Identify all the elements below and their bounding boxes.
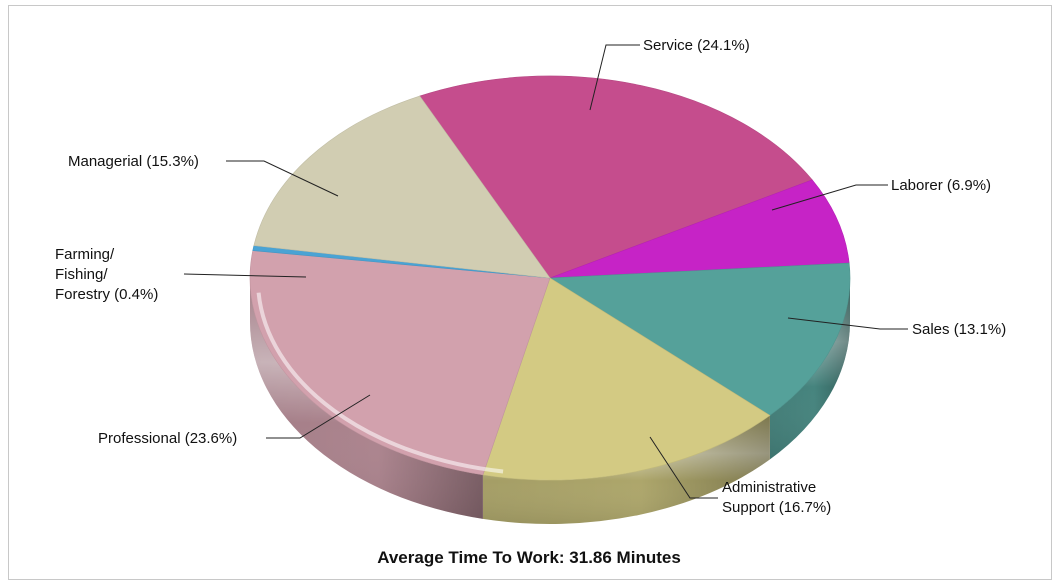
pie-side-layer bbox=[250, 278, 851, 524]
slice-label-line: Farming/ bbox=[55, 246, 115, 263]
slice-label-service: Service (24.1%) bbox=[643, 37, 750, 54]
slice-service[interactable] bbox=[419, 75, 813, 279]
slice-label-line: Fishing/ bbox=[55, 266, 108, 283]
slice-side-shadow bbox=[482, 415, 770, 524]
slice-managerial[interactable] bbox=[253, 95, 551, 279]
slice-sales[interactable] bbox=[549, 262, 851, 416]
slice-label-line: Professional (23.6%) bbox=[98, 430, 237, 447]
label-layer: Service (24.1%) Laborer (6.9%) Sales (13.1… bbox=[55, 37, 1006, 516]
slice-label-managerial: Managerial (15.3%) bbox=[68, 153, 199, 170]
slice-administrative-support[interactable] bbox=[482, 277, 771, 481]
leader-line-laborer bbox=[771, 184, 888, 211]
slice-label-administrative-support: Administrative Support (16.7%) bbox=[722, 479, 831, 516]
leader-line-administrative-support bbox=[649, 436, 718, 499]
slice-label-farming-fishing-forestry: Farming/Fishing/Forestry (0.4%) bbox=[55, 246, 158, 303]
leader-line-service bbox=[589, 44, 640, 111]
leader-line-professional bbox=[266, 394, 371, 439]
pie-top-layer bbox=[249, 75, 851, 481]
slice-label-line: Forestry (0.4%) bbox=[55, 286, 158, 303]
slice-label-line: Sales (13.1%) bbox=[912, 321, 1006, 338]
slice-laborer[interactable] bbox=[549, 179, 850, 279]
slice-label-line: Support (16.7%) bbox=[722, 499, 831, 516]
slice-label-line: Administrative bbox=[722, 479, 816, 496]
rim-highlight bbox=[256, 292, 504, 474]
leader-line-farming-fishing-forestry bbox=[183, 273, 307, 278]
slice-label-line: Service (24.1%) bbox=[643, 37, 750, 54]
slice-label-sales: Sales (13.1%) bbox=[912, 321, 1006, 338]
leader-line-managerial bbox=[226, 160, 339, 197]
slice-label-laborer: Laborer (6.9%) bbox=[891, 177, 991, 194]
chart-title: Average Time To Work: 31.86 Minutes bbox=[377, 548, 681, 567]
slice-label-line: Laborer (6.9%) bbox=[891, 177, 991, 194]
slice-label-professional: Professional (23.6%) bbox=[98, 430, 237, 447]
slice-label-line: Managerial (15.3%) bbox=[68, 153, 199, 170]
slice-professional[interactable] bbox=[249, 250, 551, 476]
slice-side-shadow bbox=[769, 278, 851, 460]
slice-side-shadow bbox=[250, 278, 483, 519]
leader-line-sales bbox=[787, 317, 908, 330]
